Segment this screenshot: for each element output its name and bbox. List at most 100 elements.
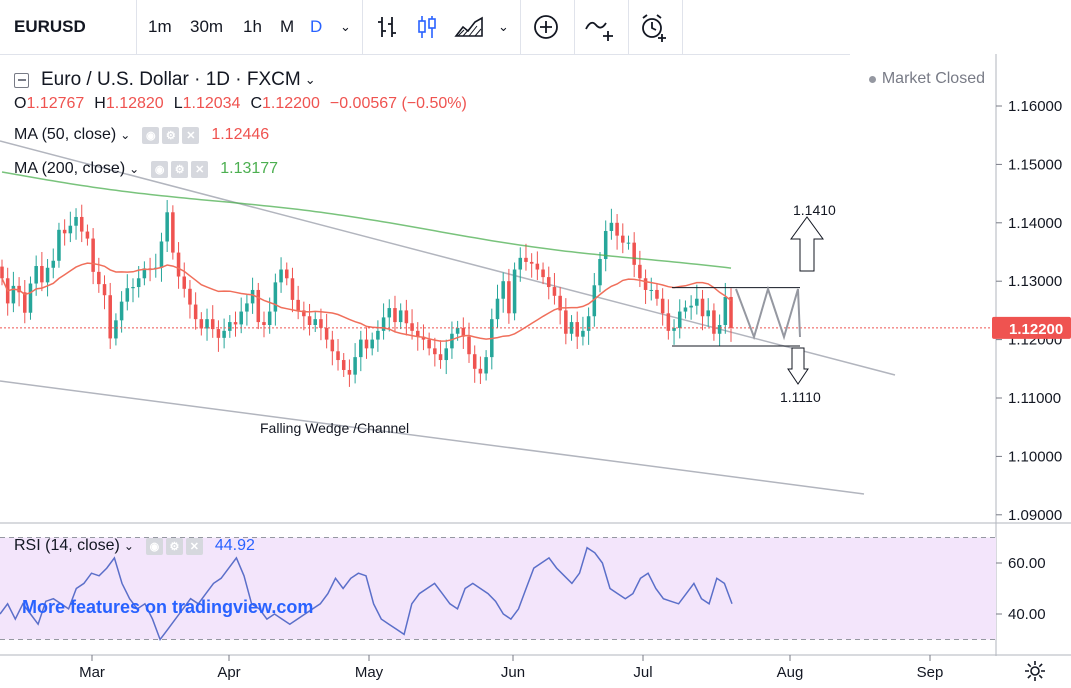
interval-30m-button[interactable]: 30m: [190, 17, 224, 36]
rsi-settings-gear-icon[interactable]: ⚙: [165, 537, 183, 555]
close-value: 1.12200: [262, 95, 320, 112]
candle-body: [495, 298, 500, 320]
candle-body: [307, 316, 312, 325]
candle-body: [262, 322, 266, 325]
alert-icon[interactable]: [638, 0, 670, 54]
candle-body: [535, 263, 540, 270]
time-tick-label: Jun: [501, 664, 525, 681]
toolbar-divider: [574, 0, 575, 54]
promo-link[interactable]: More features on tradingview.com: [22, 597, 314, 617]
candle-body: [376, 330, 380, 340]
candle-body: [518, 257, 523, 270]
candle-body: [472, 354, 477, 369]
candle-body: [603, 230, 608, 260]
candle-body: [302, 310, 306, 317]
title-chevron-down-icon[interactable]: ⌄: [304, 72, 316, 87]
price-tick-label: 1.10000: [1008, 448, 1062, 465]
candle-body: [199, 319, 204, 329]
ma50-visibility-icon[interactable]: ◉: [142, 126, 160, 144]
candle-body: [285, 269, 289, 279]
candle-body: [609, 222, 614, 231]
candle-body: [62, 229, 67, 234]
candle-body: [210, 319, 215, 330]
time-tick-label: May: [355, 664, 384, 681]
candle-body: [233, 322, 238, 325]
chart-type-dropdown-chevron-icon[interactable]: ⌄: [498, 19, 509, 34]
wedge-upper-trendline: [0, 140, 896, 376]
change-value: −0.00567 (−0.50%): [329, 95, 467, 112]
rsi-visibility-icon[interactable]: ◉: [145, 537, 163, 555]
candle-body: [524, 257, 528, 262]
time-tick-label: Jul: [633, 664, 652, 681]
candle-body: [660, 298, 665, 314]
candle-body: [427, 339, 431, 349]
candle-body: [695, 298, 699, 306]
rsi-tick-label: 60.00: [1008, 555, 1046, 572]
candle-body: [239, 311, 243, 325]
interval-dropdown-chevron-icon[interactable]: ⌄: [340, 19, 351, 34]
area-chart-icon[interactable]: [454, 0, 484, 54]
bars-icon[interactable]: [374, 0, 400, 54]
add-indicator-icon[interactable]: [532, 0, 560, 54]
ma200-legend: MA (200, close) ⌄ ◉ ⚙ ✕ 1.13177: [14, 160, 278, 178]
interval-1m-button[interactable]: 1m: [148, 17, 172, 36]
candle-body: [222, 330, 226, 338]
ma200-label: MA (200, close): [14, 160, 126, 177]
candle-body: [433, 348, 437, 355]
interval-1h-button[interactable]: 1h: [243, 17, 262, 36]
market-status-dot-icon: [868, 75, 876, 83]
interval-m-button[interactable]: M: [280, 17, 295, 36]
candle-body: [541, 269, 545, 278]
candle-body: [176, 252, 181, 277]
collapse-legend-icon[interactable]: [14, 72, 29, 88]
low-value: 1.12034: [182, 95, 241, 112]
candle-body: [564, 310, 568, 334]
ma200-visibility-icon[interactable]: ◉: [151, 160, 169, 178]
ma200-value: 1.13177: [220, 160, 279, 177]
candle-body: [484, 357, 488, 374]
candle-body: [552, 287, 557, 296]
ma50-chevron-down-icon[interactable]: ⌄: [120, 128, 131, 142]
candle-body: [102, 284, 107, 296]
ma50-label: MA (50, close): [14, 126, 117, 143]
ma200-settings-gear-icon[interactable]: ⚙: [171, 160, 189, 178]
ma50-settings-gear-icon[interactable]: ⚙: [162, 126, 180, 144]
candle-body: [23, 292, 27, 313]
candle-body: [592, 285, 597, 317]
candle-body: [689, 305, 693, 308]
upside-target-arrow: [790, 216, 824, 272]
toolbar-divider: [628, 0, 629, 54]
candle-body: [91, 238, 95, 272]
candle-body: [512, 269, 517, 314]
candle-body: [455, 327, 460, 334]
candle-body: [267, 311, 272, 325]
chart-settings-gear-icon[interactable]: [1020, 658, 1050, 684]
candle-body: [558, 295, 562, 311]
downside-target-arrow: [787, 347, 809, 385]
candle-body: [621, 235, 625, 243]
candles-icon[interactable]: [414, 0, 440, 54]
price-tick-label: 1.14000: [1008, 215, 1062, 232]
projected-zigzag: [735, 285, 801, 341]
interval-d-button[interactable]: D: [310, 17, 323, 36]
candle-body: [398, 310, 403, 323]
rsi-chevron-down-icon[interactable]: ⌄: [123, 539, 134, 553]
ma200-chevron-down-icon[interactable]: ⌄: [129, 162, 140, 176]
price-chart[interactable]: 1.160001.150001.140001.130001.120001.110…: [0, 54, 1071, 688]
ma200-remove-close-icon[interactable]: ✕: [191, 160, 209, 178]
compare-icon[interactable]: [584, 0, 618, 54]
candle-body: [0, 266, 4, 279]
ma200-line: [1, 171, 732, 269]
candle-body: [347, 369, 352, 375]
price-tick-label: 1.13000: [1008, 273, 1062, 290]
candle-body: [677, 311, 682, 328]
candle-body: [28, 283, 33, 313]
candle-body: [296, 299, 300, 311]
rsi-remove-close-icon[interactable]: ✕: [185, 537, 203, 555]
candle-body: [324, 327, 329, 340]
symbol-search-button[interactable]: EURUSD: [14, 17, 86, 36]
ma50-remove-close-icon[interactable]: ✕: [182, 126, 200, 144]
candle-body: [478, 368, 483, 374]
toolbar-divider: [520, 0, 521, 54]
candle-body: [569, 322, 574, 334]
